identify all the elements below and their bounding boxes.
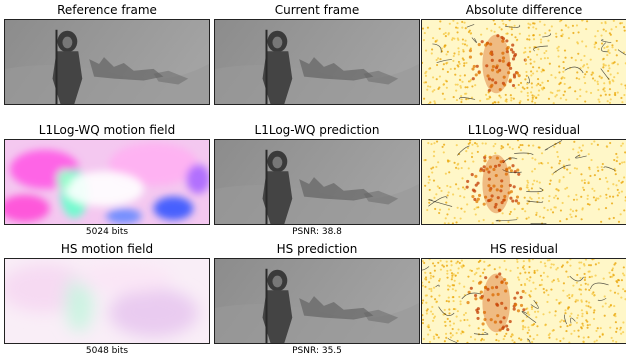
panel-title: HS residual (489, 242, 558, 256)
l1log-residual-image (421, 139, 626, 225)
l1log-prediction-image (214, 139, 420, 225)
panel-title: Current frame (274, 3, 360, 17)
panel-title: L1Log-WQ prediction (254, 123, 380, 137)
hs-residual-image (421, 258, 626, 344)
panel-title: HS motion field (60, 242, 154, 256)
panel-caption: 5048 bits (85, 346, 129, 356)
panel-title: HS prediction (276, 242, 358, 256)
current-frame-image (214, 19, 420, 105)
hs-prediction-image (214, 258, 420, 344)
panel-title: L1Log-WQ residual (467, 123, 581, 137)
l1log-motion-field-image (4, 139, 210, 225)
panel-caption: PSNR: 35.5 (292, 346, 342, 356)
panel-caption: 5024 bits (85, 227, 129, 237)
reference-frame-image (4, 19, 210, 105)
absolute-difference-image (421, 19, 626, 105)
panel-title: Absolute difference (465, 3, 583, 17)
panel-caption: PSNR: 38.8 (292, 227, 342, 237)
hs-motion-field-image (4, 258, 210, 344)
panel-title: Reference frame (57, 3, 157, 17)
panel-title: L1Log-WQ motion field (38, 123, 176, 137)
